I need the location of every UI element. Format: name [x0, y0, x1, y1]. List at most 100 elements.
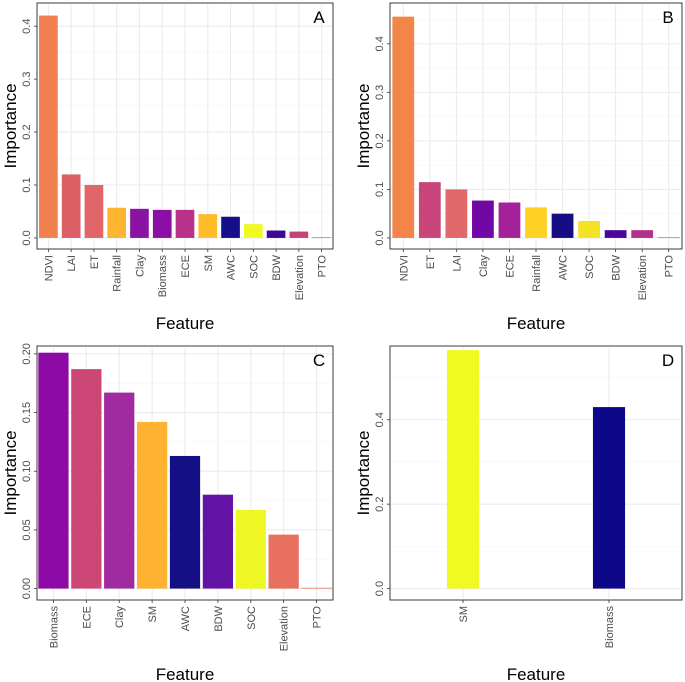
x-tick-label: Rainfall	[112, 255, 124, 292]
x-tick-label: BDW	[213, 605, 225, 631]
x-tick-label: Elevation	[279, 606, 291, 651]
x-tick-label: Clay	[114, 606, 126, 629]
x-axis-title: Feature	[507, 314, 566, 333]
y-tick-label: 0.4	[374, 412, 386, 427]
panel-a-chart: 0.0 0.1 0.2 0.3 0.4 NDVI LAI ET Rainfall Clay Biom…	[1, 2, 334, 333]
bar-awc	[551, 213, 574, 238]
x-tick-label: ECE	[180, 255, 192, 278]
bar-et	[84, 184, 104, 238]
y-tick-label: 0.1	[21, 177, 33, 192]
x-tick-label: SOC	[248, 255, 260, 279]
panel-letter: A	[313, 8, 325, 27]
x-tick-label: ECE	[81, 606, 93, 629]
bar-bdw	[202, 494, 234, 589]
panel-d-chart: 0.0 0.2 0.4 SM Biomass D Feature Importance	[354, 345, 683, 682]
bar-rainfall	[525, 207, 547, 238]
x-tick-label: Clay	[134, 255, 146, 278]
bar-rainfall	[107, 207, 127, 238]
bar-elevation	[631, 230, 654, 238]
y-tick-label: 0.05	[21, 519, 33, 540]
x-tick-label: LAI	[451, 255, 463, 272]
panel-letter: B	[662, 8, 673, 27]
y-axis-title: Importance	[1, 83, 20, 168]
x-tick-label: SM	[458, 606, 470, 623]
x-tick-label: SM	[203, 255, 215, 272]
bar-clay	[472, 200, 494, 238]
y-tick-label: 0.3	[374, 85, 386, 100]
bar-soc	[235, 509, 266, 589]
y-tick-label: 0.4	[374, 36, 386, 51]
x-tick-label: Biomass	[604, 606, 616, 649]
bar-elevation	[289, 231, 309, 238]
bar-ece	[498, 202, 521, 238]
x-tick-label: Elevation	[637, 255, 649, 300]
bar-clay	[130, 208, 149, 238]
x-tick-label: AWC	[226, 255, 238, 280]
bar-lai	[445, 189, 468, 238]
y-axis-title: Importance	[1, 430, 20, 515]
x-tick-label: AWC	[558, 255, 570, 280]
x-axis-title: Feature	[156, 665, 215, 682]
x-tick-label: NDVI	[43, 255, 55, 281]
y-tick-label: 0.1	[374, 182, 386, 197]
bar-sm	[136, 421, 168, 589]
x-tick-label: AWC	[180, 606, 192, 631]
bar-pto	[301, 587, 332, 589]
bar-ndvi	[392, 16, 415, 238]
y-tick-label: 0.20	[21, 343, 33, 364]
x-tick-label: LAI	[66, 255, 78, 272]
y-tick-label: 0.00	[21, 578, 33, 599]
bar-pto	[312, 237, 331, 238]
x-tick-label: SOC	[246, 606, 258, 630]
y-tick-label: 0.4	[21, 19, 33, 34]
bar-biomass	[152, 209, 172, 238]
x-tick-label: SM	[147, 606, 159, 623]
bar-et	[418, 182, 441, 238]
plot-area	[389, 345, 683, 601]
x-tick-label: PTO	[312, 606, 324, 629]
bar-elevation	[268, 534, 299, 589]
bar-soc	[578, 220, 600, 238]
x-tick-label: BDW	[271, 254, 283, 280]
panel-b-chart: 0.0 0.1 0.2 0.3 0.4 NDVI ET LAI Clay ECE Rainfall A…	[354, 2, 683, 333]
plot-border	[389, 345, 683, 601]
bar-bdw	[266, 230, 286, 238]
y-tick-label: 0.2	[374, 133, 386, 148]
y-tick-label: 0.3	[21, 71, 33, 86]
panel-letter: C	[313, 351, 325, 370]
y-axis-title: Importance	[354, 430, 373, 515]
bar-soc	[243, 224, 263, 238]
y-axis-title: Importance	[354, 83, 373, 168]
x-axis-title: Feature	[156, 314, 215, 333]
bar-awc	[169, 455, 201, 589]
x-tick-label: ET	[89, 255, 101, 269]
x-tick-label: SOC	[584, 255, 596, 279]
y-tick-label: 0.2	[374, 497, 386, 512]
bar-ece	[175, 209, 195, 238]
y-tick-label: 0.0	[374, 581, 386, 596]
y-tick-label: 0.2	[21, 124, 33, 139]
x-tick-label: NDVI	[398, 255, 410, 281]
x-tick-label: ECE	[504, 255, 516, 278]
x-tick-label: Rainfall	[531, 255, 543, 292]
bar-biomass	[592, 407, 626, 589]
x-tick-label: ET	[425, 255, 437, 269]
y-tick-label: 0.0	[374, 230, 386, 245]
bar-pto	[657, 237, 680, 238]
bar-sm	[198, 214, 218, 238]
bar-ece	[71, 369, 102, 589]
bar-clay	[104, 392, 135, 589]
bar-bdw	[604, 230, 627, 238]
bar-ndvi	[39, 15, 58, 238]
x-tick-label: PTO	[664, 255, 676, 278]
bar-sm	[446, 350, 480, 589]
y-tick-label: 0.10	[21, 461, 33, 482]
y-tick-label: 0.0	[21, 230, 33, 245]
x-tick-label: BDW	[611, 254, 623, 280]
x-tick-label: Biomass	[48, 606, 60, 649]
x-tick-label: PTO	[317, 255, 329, 278]
x-axis-title: Feature	[507, 665, 566, 682]
y-tick-label: 0.15	[21, 402, 33, 423]
x-tick-label: Elevation	[294, 255, 306, 300]
